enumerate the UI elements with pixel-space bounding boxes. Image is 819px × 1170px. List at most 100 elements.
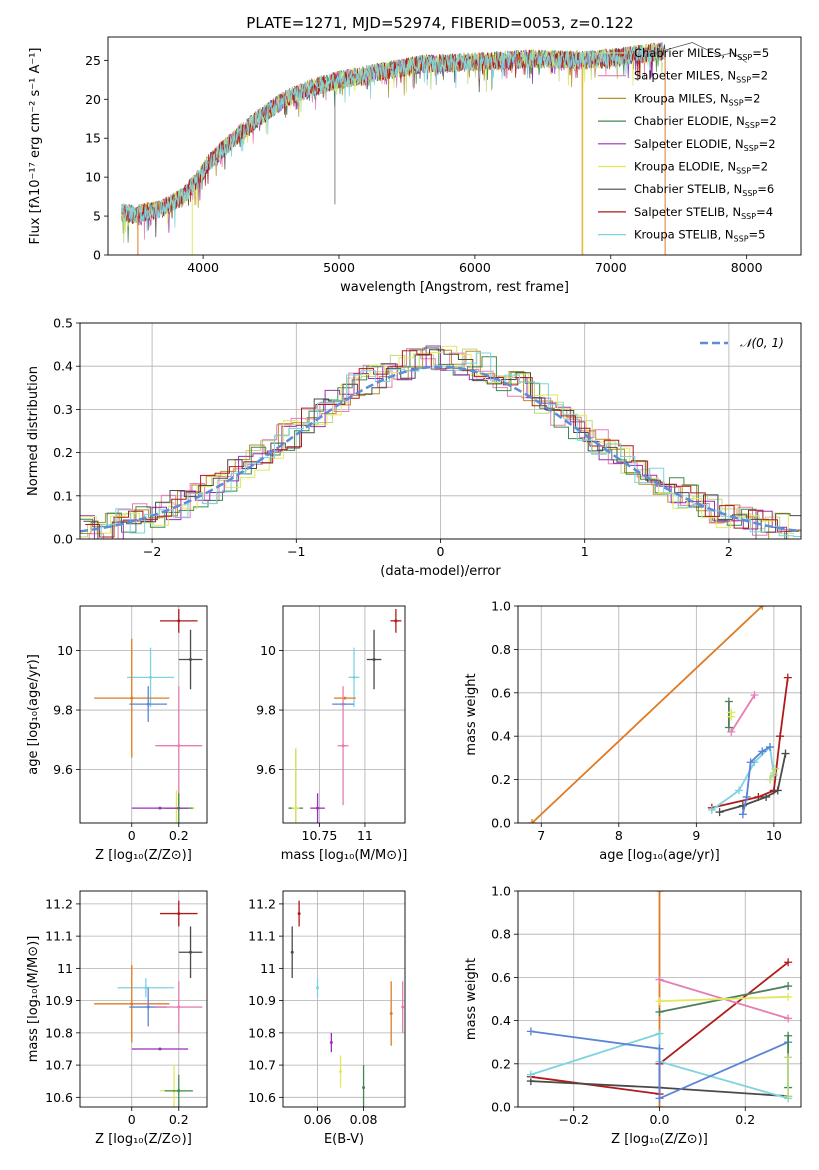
massweight_vs_age-frame [517,605,802,824]
mass_vs_EBV-frame [282,890,406,1108]
plus-marker [784,982,793,991]
data-point [146,702,150,706]
data-point [177,912,181,916]
legend-label: Salpeter STELIB, NSSP=4 [634,205,773,221]
age_vs_Z-frame [79,605,208,824]
plus-marker [765,743,774,752]
spectrum-xtick-label: 4000 [187,260,219,275]
mass_vs_Z-ytick-label: 11 [57,961,73,976]
age_vs_mass-xtick-label: 11 [357,828,373,843]
age_vs_Z-plot-area [94,608,203,823]
legend-label: Chabrier ELODIE, NSSP=2 [634,114,777,130]
age_vs_Z-ylabel: age [log₁₀(age/yr)] [26,654,41,775]
data-point [372,658,376,662]
massweight_vs_age-xtick-label: 10 [766,828,782,843]
plus-marker [742,792,751,801]
legend-label: Kroupa STELIB, NSSP=5 [634,228,765,244]
spectrum-frame [107,36,802,256]
residuals-xtick-label: 2 [725,544,733,559]
mass_vs_Z-plot-area [94,900,203,1107]
data-point [177,619,181,623]
age_vs_mass-panel: 10.75 11 9.6 9.8 10 mass [log₁₀(M/M⊙)] [256,605,407,863]
plus-marker [746,758,755,767]
massweight_vs_Z-xtick-label: −0.2 [559,1112,589,1127]
data-point [362,1086,366,1090]
spectrum-plot-area [121,42,747,255]
plus-marker [526,1070,535,1079]
mass_vs_Z-xlabel: Z [log₁₀(Z/Z⊙)] [95,1132,192,1147]
data-point [401,1005,405,1009]
plus-marker [784,1092,793,1101]
mass_vs_EBV-ytick-label: 11 [260,961,276,976]
residuals-ylabel: Normed distribution [26,366,41,496]
mass_vs_Z-xtick-label: 0.2 [169,1112,189,1127]
age_vs_mass-grid [283,606,405,823]
spectrum-ytick-label: 20 [85,92,101,107]
data-point [158,806,162,810]
residuals-xtick-label: −1 [287,544,305,559]
massweight_vs_Z-frame [517,890,802,1108]
histogram-kroupa-elodie [81,345,801,539]
figure-title: PLATE=1271, MJD=52974, FIBERID=0053, z=0… [246,14,633,32]
data-point [146,1005,150,1009]
plus-marker [784,1053,793,1062]
age_vs_mass-ytick-label: 9.6 [256,762,276,777]
plus-marker [781,749,790,758]
data-point [177,1005,181,1009]
mass_vs_Z-xtick-label: 0 [128,1112,136,1127]
data-point [130,696,134,700]
data-point [158,1047,162,1051]
massweight_vs_Z-ytick-label: 0.8 [491,927,511,942]
age_vs_Z-ytick-label: 9.6 [53,762,73,777]
data-point [341,744,345,748]
plus-marker [758,606,767,610]
massweight_vs_Z-ytick-label: 0.6 [491,970,511,985]
mass_vs_Z-ytick-label: 11.1 [45,929,73,944]
massweight_vs_age-grid [518,605,801,824]
data-point [352,675,356,679]
plus-marker [750,690,759,699]
age_vs_Z-xtick-label: 0 [128,828,136,843]
age_vs_Z-panel: 0 0.2 9.6 9.8 10 Z [log₁₀(Z/Z⊙)] age [log₁₀(ag… [26,605,208,863]
spectrum-ytick-label: 0 [93,248,101,263]
plus-marker [655,1007,664,1016]
data-point [294,806,298,810]
age_vs_Z-grid [80,606,207,823]
massweight_vs_age-ytick-label: 1.0 [491,599,511,614]
series-line [730,694,756,733]
data-point [316,986,320,990]
mass_vs_Z-panel: 0 0.2 10.6 10.7 10.8 10.9 11 11.1 11.2 Z [log₁₀(Z… [26,890,208,1147]
mass_vs_EBV-ytick-label: 10.8 [248,1025,276,1040]
massweight_vs_age-xtick-label: 8 [615,828,623,843]
data-point [316,806,320,810]
spectrum-ytick-label: 5 [93,209,101,224]
spectrum-xtick-label: 8000 [731,260,763,275]
mass_vs_EBV-ytick-label: 10.7 [248,1058,276,1073]
series-line [659,995,789,1003]
residuals-frame [79,322,802,540]
plus-marker [776,732,785,741]
plus-marker [769,769,778,778]
plus-marker [655,975,664,984]
plus-marker [783,673,792,682]
plus-marker [758,747,767,756]
plus-marker [655,1094,664,1103]
legend-label: Kroupa ELODIE, NSSP=2 [634,160,768,176]
spectrum-xtick-label: 6000 [459,260,491,275]
legend-label: Chabrier MILES, NSSP=5 [634,46,769,62]
data-point [130,1002,134,1006]
mass_vs_Z-ylabel: mass [log₁₀(M/M⊙)] [26,936,41,1063]
massweight_vs_age-xlabel: age [log₁₀(age/yr)] [599,848,720,863]
residuals-xlabel: (data-model)/error [380,564,501,579]
residuals-ytick-label: 0.2 [53,445,73,460]
plus-marker [738,810,747,819]
data-point [149,675,153,679]
massweight_vs_Z-xtick-label: 0.2 [735,1112,755,1127]
plus-marker [724,697,733,706]
age_vs_mass-ytick-label: 10 [260,643,276,658]
histogram-chabrier-elodie [80,347,800,539]
massweight_vs_Z-ytick-label: 0.2 [491,1056,511,1071]
mass_vs_EBV-ytick-label: 10.6 [248,1090,276,1105]
massweight_vs_age-panel: 7 8 9 10 0.0 0.2 0.4 0.6 0.8 1.0 age [log₁₀(age/yr… [464,599,802,863]
